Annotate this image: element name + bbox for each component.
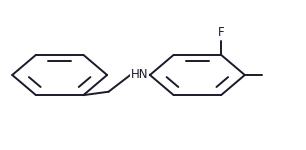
Text: F: F [218,26,224,39]
Text: HN: HN [130,68,148,81]
